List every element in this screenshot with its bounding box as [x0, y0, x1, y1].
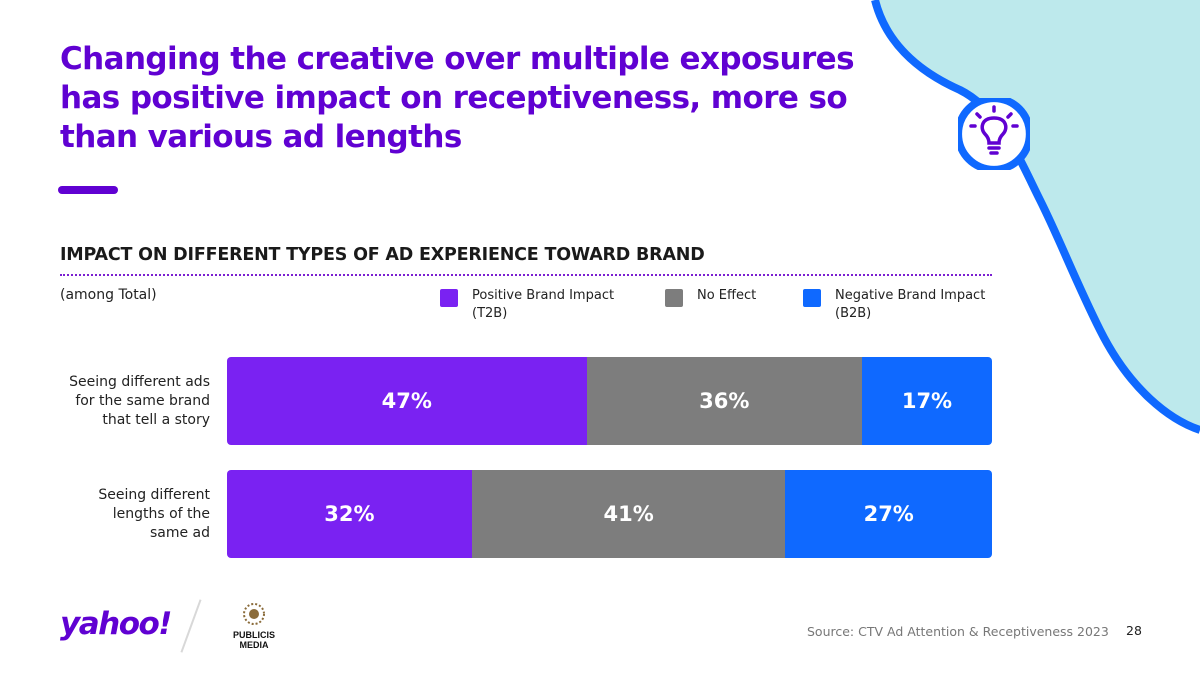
legend-swatch-positive — [440, 289, 458, 307]
stacked-bar-row: 32% 41% 27% — [227, 470, 992, 558]
category-label-line: that tell a story — [102, 412, 210, 428]
category-label: Seeing different ads for the same brand … — [40, 373, 210, 430]
headline-accent-bar — [58, 186, 118, 194]
legend-swatch-no-effect — [665, 289, 683, 307]
publicis-text: PUBLICIS — [232, 630, 275, 640]
legend-no-effect: No Effect — [665, 287, 756, 307]
publicis-media-logo: PUBLICIS MEDIA — [214, 600, 294, 650]
headline-line: Changing the creative over multiple expo… — [60, 41, 855, 77]
bar-segment-no-effect: 36% — [586, 357, 862, 445]
source-note: Source: CTV Ad Attention & Receptiveness… — [807, 624, 1109, 639]
data-label: 41% — [603, 502, 654, 526]
lightbulb-icon — [958, 98, 1030, 170]
headline: Changing the creative over multiple expo… — [60, 40, 900, 157]
data-label: 36% — [699, 389, 750, 413]
yahoo-logo: yahoo! — [60, 606, 172, 642]
category-label-line: same ad — [149, 525, 210, 541]
category-label-line: Seeing different ads — [69, 374, 210, 390]
page-number: 28 — [1126, 623, 1142, 638]
blob-fill — [875, 0, 1200, 430]
data-label: 47% — [381, 389, 432, 413]
data-label: 17% — [901, 389, 953, 413]
category-label-line: for the same brand — [75, 393, 210, 409]
title-divider — [60, 274, 992, 276]
bar-segment-no-effect: 41% — [471, 470, 786, 558]
category-label-line: lengths of the — [112, 506, 210, 522]
bar-segment-negative-brand-impact-b2b: 27% — [785, 470, 992, 558]
legend-label: Negative Brand Impact — [835, 288, 986, 303]
bar-segment-positive-brand-impact-t2b: 32% — [227, 470, 472, 558]
blob-outline — [871, 0, 1200, 434]
legend-swatch-negative — [803, 289, 821, 307]
legend-label: Positive Brand Impact — [472, 288, 615, 303]
stacked-bar-row: 47% 36% 17% — [227, 357, 992, 445]
legend-negative: Negative Brand Impact (B2B) — [803, 287, 985, 323]
category-label: Seeing different lengths of the same ad — [40, 486, 210, 543]
chart-subtitle: (among Total) — [60, 287, 157, 303]
data-label: 27% — [863, 502, 914, 526]
headline-line: than various ad lengths — [60, 119, 462, 155]
publicis-lion-icon — [243, 603, 265, 625]
bar-segment-positive-brand-impact-t2b: 47% — [227, 357, 587, 445]
legend-label: No Effect — [697, 288, 757, 303]
headline-line: has positive impact on receptiveness, mo… — [60, 80, 848, 116]
legend-label: (B2B) — [835, 306, 872, 321]
category-label-line: Seeing different — [98, 487, 210, 503]
data-label: 32% — [324, 502, 375, 526]
legend-positive: Positive Brand Impact (T2B) — [440, 287, 614, 323]
bar-segment-negative-brand-impact-b2b: 17% — [861, 357, 992, 445]
chart-title: IMPACT ON DIFFERENT TYPES OF AD EXPERIEN… — [60, 245, 705, 265]
publicis-text: MEDIA — [239, 640, 269, 650]
legend-label: (T2B) — [472, 306, 508, 321]
